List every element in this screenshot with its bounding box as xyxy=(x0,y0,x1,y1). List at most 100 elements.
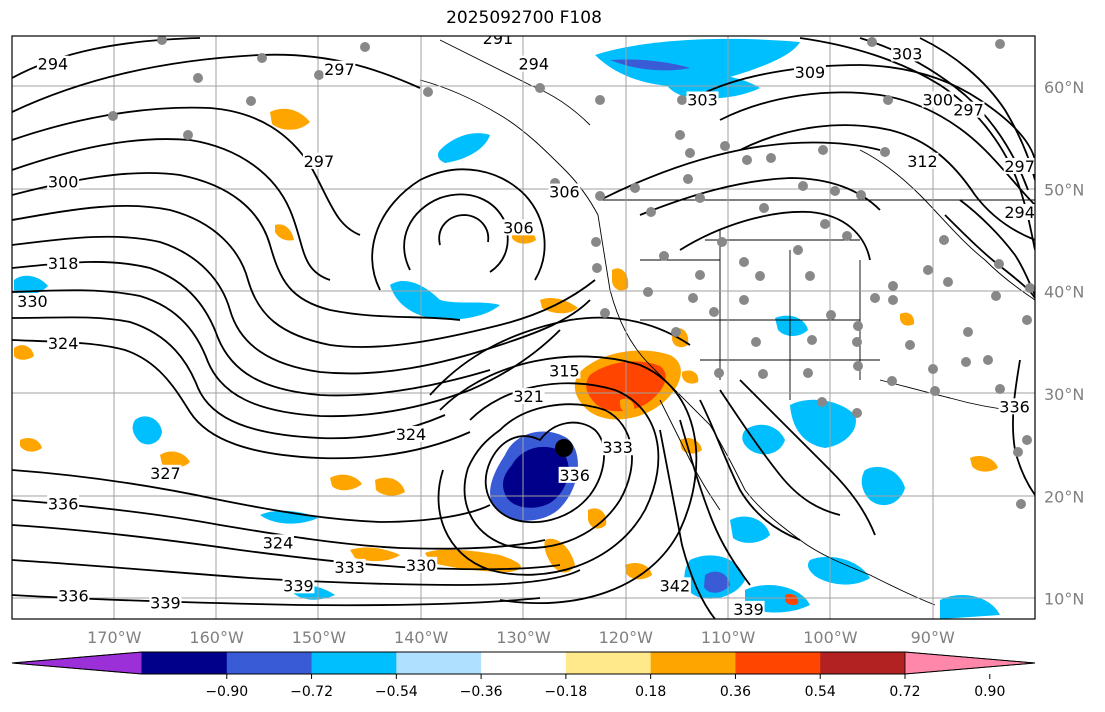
contour-label: 339 xyxy=(283,576,314,595)
colorbar-segment xyxy=(226,652,313,674)
contour-label-bg xyxy=(548,362,581,379)
contour-label-bg xyxy=(36,55,69,72)
lon-tick-label: 90°W xyxy=(911,628,955,647)
colorbar-segment xyxy=(311,652,397,674)
lon-tick-label: 130°W xyxy=(496,628,551,647)
lon-tick-label: 110°W xyxy=(701,628,756,647)
colorbar-tick-label: −0.54 xyxy=(375,684,418,700)
contour-label-bg xyxy=(1003,203,1035,220)
contour-label: 324 xyxy=(396,425,427,444)
contour-label-bg xyxy=(998,398,1031,415)
contour-label: 321 xyxy=(513,387,544,406)
contour-label: 309 xyxy=(795,63,826,82)
contour-label-bg xyxy=(333,558,366,575)
contour-label-bg xyxy=(261,534,294,551)
contour-label-bg xyxy=(47,255,80,272)
colorbar-segment xyxy=(565,652,652,674)
contour-label: 339 xyxy=(150,594,181,613)
lon-tick-label: 140°W xyxy=(394,628,449,647)
contour-label: 306 xyxy=(549,183,580,202)
lat-tick-label: 20°N xyxy=(1044,487,1084,506)
low-center-marker xyxy=(555,439,573,457)
contour-label: 327 xyxy=(150,464,181,483)
colorbar-tick-label: 0.54 xyxy=(805,684,836,700)
contour-label-bg xyxy=(891,45,924,62)
longitude-tick-labels: 170°W 160°W 150°W 140°W 130°W 120°W 110°W 100°W… xyxy=(87,628,955,647)
contour-label-bg xyxy=(394,425,427,442)
contour-label: 291 xyxy=(483,29,514,48)
contour-label-bg xyxy=(548,183,581,200)
contour-label-bg xyxy=(502,219,535,236)
colorbar-outline xyxy=(11,651,1036,675)
contour-label-bg xyxy=(921,91,954,108)
contour-label-bg xyxy=(57,587,90,604)
contour-label-bg xyxy=(481,36,514,47)
contour-label: 333 xyxy=(334,558,365,577)
contour-label: 300 xyxy=(923,90,954,109)
contour-label: 342 xyxy=(660,576,691,595)
contour-labels: 2942912942972973003063063033093033002973… xyxy=(16,29,1035,619)
contour-label-bg xyxy=(512,388,545,405)
contour-label: 297 xyxy=(1004,157,1035,176)
contour-label: 336 xyxy=(559,466,590,485)
colorbar: −0.90 −0.72 −0.54 −0.36 −0.18 0.18 0.36 0.54 0.7… xyxy=(11,651,1036,700)
colorbar-extend-low xyxy=(11,651,143,675)
contour-label-bg xyxy=(793,63,826,80)
lon-tick-label: 150°W xyxy=(292,628,347,647)
map-title: 2025092700 F108 xyxy=(446,8,602,28)
contour-label-bg xyxy=(47,495,80,512)
colorbar-extend-high xyxy=(904,651,1036,675)
lon-tick-label: 120°W xyxy=(599,628,654,647)
contour-label-bg xyxy=(558,466,591,483)
map-frame xyxy=(11,35,1036,620)
contour-label: 294 xyxy=(518,55,549,74)
lon-tick-label: 170°W xyxy=(87,628,142,647)
contour-label-bg xyxy=(16,292,49,309)
contour-label-bg xyxy=(952,101,985,118)
colorbar-segment xyxy=(396,652,482,674)
contour-label: 315 xyxy=(549,362,580,381)
colorbar-tick-label: 0.18 xyxy=(635,684,666,700)
contour-label-bg xyxy=(601,439,634,456)
colorbar-tick-label: 0.72 xyxy=(889,684,920,700)
colorbar-tick-label: 0.90 xyxy=(974,684,1005,700)
colorbar-tick-label: −0.90 xyxy=(205,684,248,700)
theta-contours xyxy=(12,37,1035,619)
contour-label-bg xyxy=(149,594,182,611)
colorbar-segment xyxy=(650,652,736,674)
gridlines xyxy=(12,36,1035,619)
contour-label-bg xyxy=(302,152,335,169)
contour-label: 306 xyxy=(503,218,534,237)
contour-label-bg xyxy=(405,556,438,573)
contour-label-bg xyxy=(1003,157,1035,174)
colorbar-tick-label: 0.36 xyxy=(720,684,751,700)
contour-label: 330 xyxy=(17,292,48,311)
contour-label-bg xyxy=(47,334,80,351)
station-markers xyxy=(108,36,1035,509)
latitude-tick-labels: 10°N 20°N 30°N 40°N 50°N 60°N xyxy=(1044,78,1084,608)
contour-label: 294 xyxy=(38,55,69,74)
contour-label: 324 xyxy=(263,533,294,552)
lon-tick-label: 100°W xyxy=(803,628,858,647)
contour-label-bg xyxy=(47,173,80,190)
lat-tick-label: 60°N xyxy=(1044,78,1084,97)
contour-label: 303 xyxy=(892,44,923,63)
lat-tick-label: 50°N xyxy=(1044,180,1084,199)
colorbar-tick-label: −0.36 xyxy=(460,684,503,700)
contour-label: 339 xyxy=(733,600,764,619)
contour-label: 336 xyxy=(48,494,79,513)
contour-label: 297 xyxy=(304,152,335,171)
contour-label: 297 xyxy=(324,60,355,79)
contour-label: 330 xyxy=(406,556,437,575)
map-area[interactable]: 2942912942972973003063063033093033002973… xyxy=(12,29,1036,619)
contour-label-bg xyxy=(517,55,550,72)
contour-label-bg xyxy=(906,152,939,169)
contour-label: 312 xyxy=(907,152,938,171)
contour-label: 336 xyxy=(999,397,1030,416)
lat-tick-label: 10°N xyxy=(1044,590,1084,609)
contour-label-bg xyxy=(658,577,691,594)
lon-tick-label: 160°W xyxy=(189,628,244,647)
contour-label-bg xyxy=(732,600,765,617)
contour-label-bg xyxy=(149,464,182,481)
